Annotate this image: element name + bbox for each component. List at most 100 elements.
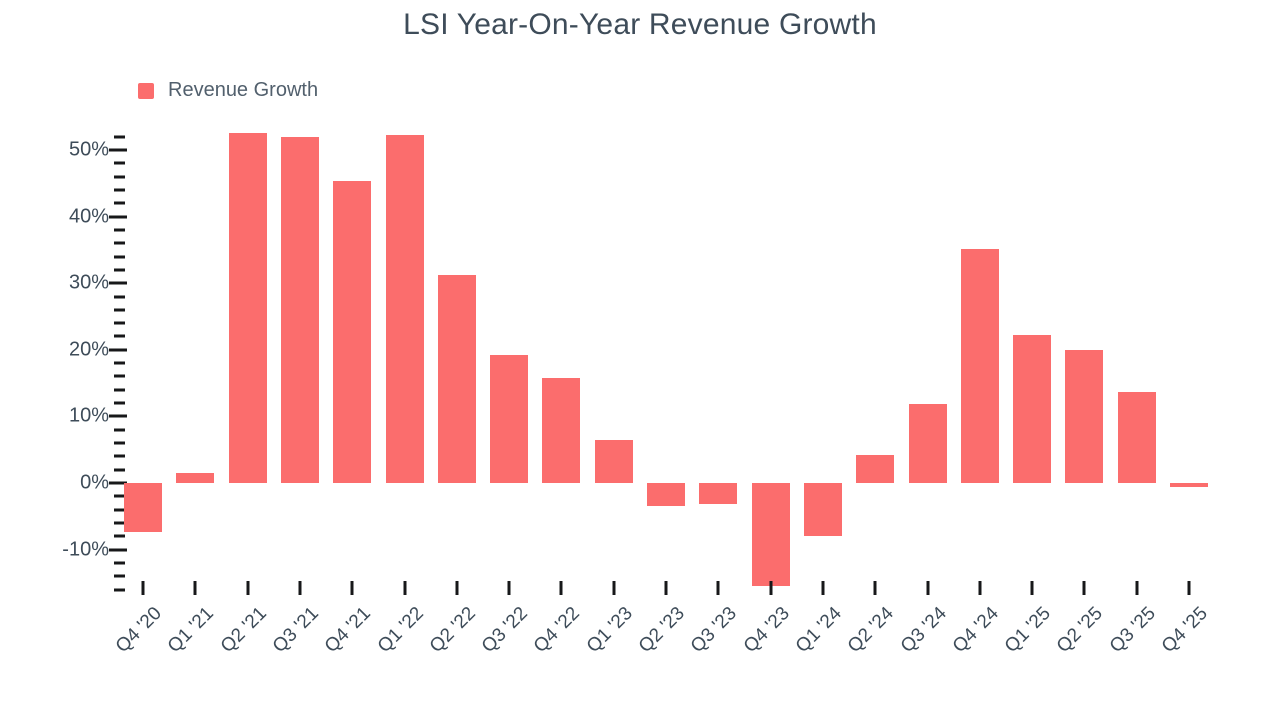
y-axis-major-tick (109, 148, 127, 152)
bar[interactable] (960, 248, 999, 483)
x-axis-tick (141, 581, 145, 595)
x-axis-tick-label: Q1 '25 (1000, 603, 1055, 658)
y-axis-minor-tick (114, 454, 125, 458)
x-axis-tick (978, 581, 982, 595)
y-axis-minor-tick (114, 374, 125, 378)
y-axis-minor-tick (114, 361, 125, 365)
x-axis-tick-label: Q3 '22 (477, 603, 532, 658)
y-axis-minor-tick (114, 561, 125, 565)
bar[interactable] (542, 377, 581, 483)
x-axis-tick-label: Q1 '23 (582, 603, 637, 658)
bar[interactable] (228, 132, 267, 483)
x-axis-tick-label: Q1 '24 (791, 603, 846, 658)
x-axis-tick-label: Q4 '24 (948, 603, 1003, 658)
x-axis-tick (1187, 581, 1191, 595)
y-axis-tick-label: 0% (80, 471, 109, 494)
y-axis-minor-tick (114, 494, 125, 498)
y-axis-minor-tick (114, 228, 125, 232)
y-axis-minor-tick (114, 255, 125, 259)
x-axis-tick-label: Q4 '25 (1157, 603, 1212, 658)
x-axis-tick-label: Q3 '24 (896, 603, 951, 658)
y-axis-tick-label: 20% (68, 338, 109, 361)
bar[interactable] (1065, 349, 1104, 483)
x-axis-tick-label: Q4 '20 (111, 603, 166, 658)
chart-legend: Revenue Growth (138, 79, 318, 102)
x-axis-tick-label: Q2 '23 (634, 603, 689, 658)
x-axis-tick (926, 581, 929, 595)
x-axis-tick (716, 581, 720, 595)
x-axis-tick (559, 581, 563, 595)
bar[interactable] (437, 275, 476, 483)
y-axis-minor-tick (114, 175, 125, 179)
bar[interactable] (490, 355, 529, 483)
y-axis-minor-tick (114, 508, 125, 512)
legend-label-revenue-growth: Revenue Growth (168, 79, 319, 101)
x-axis-tick (246, 581, 250, 595)
y-axis-tick-label: 10% (68, 404, 109, 427)
y-axis-minor-tick (114, 135, 125, 139)
bar[interactable] (1170, 483, 1208, 487)
y-axis-minor-tick (114, 428, 125, 432)
bar[interactable] (856, 455, 895, 483)
bar[interactable] (594, 439, 633, 483)
y-axis-minor-tick (114, 521, 125, 525)
bar[interactable] (1013, 335, 1052, 483)
bar[interactable] (124, 483, 162, 533)
x-axis-tick (455, 581, 459, 595)
y-axis-minor-tick (114, 334, 125, 338)
y-axis-minor-tick (114, 268, 125, 272)
y-axis-tick-label: 40% (68, 205, 109, 228)
y-axis-minor-tick (114, 468, 125, 472)
x-axis-tick-label: Q2 '21 (216, 603, 271, 658)
y-axis-minor-tick (114, 441, 125, 445)
bar[interactable] (1117, 391, 1156, 483)
x-axis-tick-label: Q4 '22 (530, 603, 585, 658)
y-axis-major-tick (109, 281, 127, 285)
y-axis-minor-tick (114, 241, 125, 245)
y-axis-minor-tick (114, 534, 125, 538)
bar[interactable] (280, 137, 319, 483)
x-axis-tick (1030, 581, 1034, 595)
x-axis-tick-label: Q4 '23 (739, 603, 794, 658)
y-axis-minor-tick (114, 201, 125, 205)
bar[interactable] (385, 135, 424, 483)
bar[interactable] (699, 483, 738, 505)
x-axis-tick (664, 581, 668, 595)
x-axis-tick (1082, 581, 1086, 595)
x-axis-tick-label: Q3 '21 (268, 603, 323, 658)
x-axis-tick-label: Q4 '21 (321, 603, 376, 658)
y-axis-tick-label: 50% (68, 138, 109, 161)
chart-title: LSI Year-On-Year Revenue Growth (403, 8, 877, 41)
bar[interactable] (647, 483, 685, 507)
x-axis-tick-label: Q2 '24 (844, 603, 899, 658)
x-axis-tick (403, 581, 406, 595)
x-axis-tick (821, 581, 825, 595)
y-axis-minor-tick (114, 388, 125, 392)
x-axis-tick (769, 581, 773, 595)
x-axis-tick-label: Q2 '25 (1053, 603, 1108, 658)
y-axis-minor-tick (114, 401, 125, 405)
x-axis-tick (298, 581, 302, 595)
bar[interactable] (908, 404, 947, 483)
y-axis-major-tick (109, 548, 127, 552)
y-axis-minor-tick (114, 295, 125, 299)
x-axis-tick (193, 581, 197, 595)
y-axis-minor-tick (114, 308, 125, 312)
y-axis-major-tick (109, 215, 127, 219)
bar[interactable] (751, 483, 790, 587)
x-axis-tick-label: Q1 '21 (164, 603, 219, 658)
y-axis-minor-tick (114, 574, 125, 578)
x-axis-tick-label: Q3 '25 (1105, 603, 1160, 658)
legend-swatch-revenue-growth (138, 82, 154, 99)
y-axis-minor-tick (114, 321, 125, 325)
x-axis-tick (1135, 581, 1139, 595)
bar[interactable] (176, 473, 215, 483)
bar[interactable] (333, 181, 372, 483)
x-axis-tick-label: Q3 '23 (687, 603, 742, 658)
y-axis-major-tick (109, 414, 127, 418)
bar[interactable] (803, 483, 842, 537)
y-axis-tick-label: -10% (62, 538, 109, 561)
x-axis-tick-label: Q1 '22 (373, 603, 428, 658)
